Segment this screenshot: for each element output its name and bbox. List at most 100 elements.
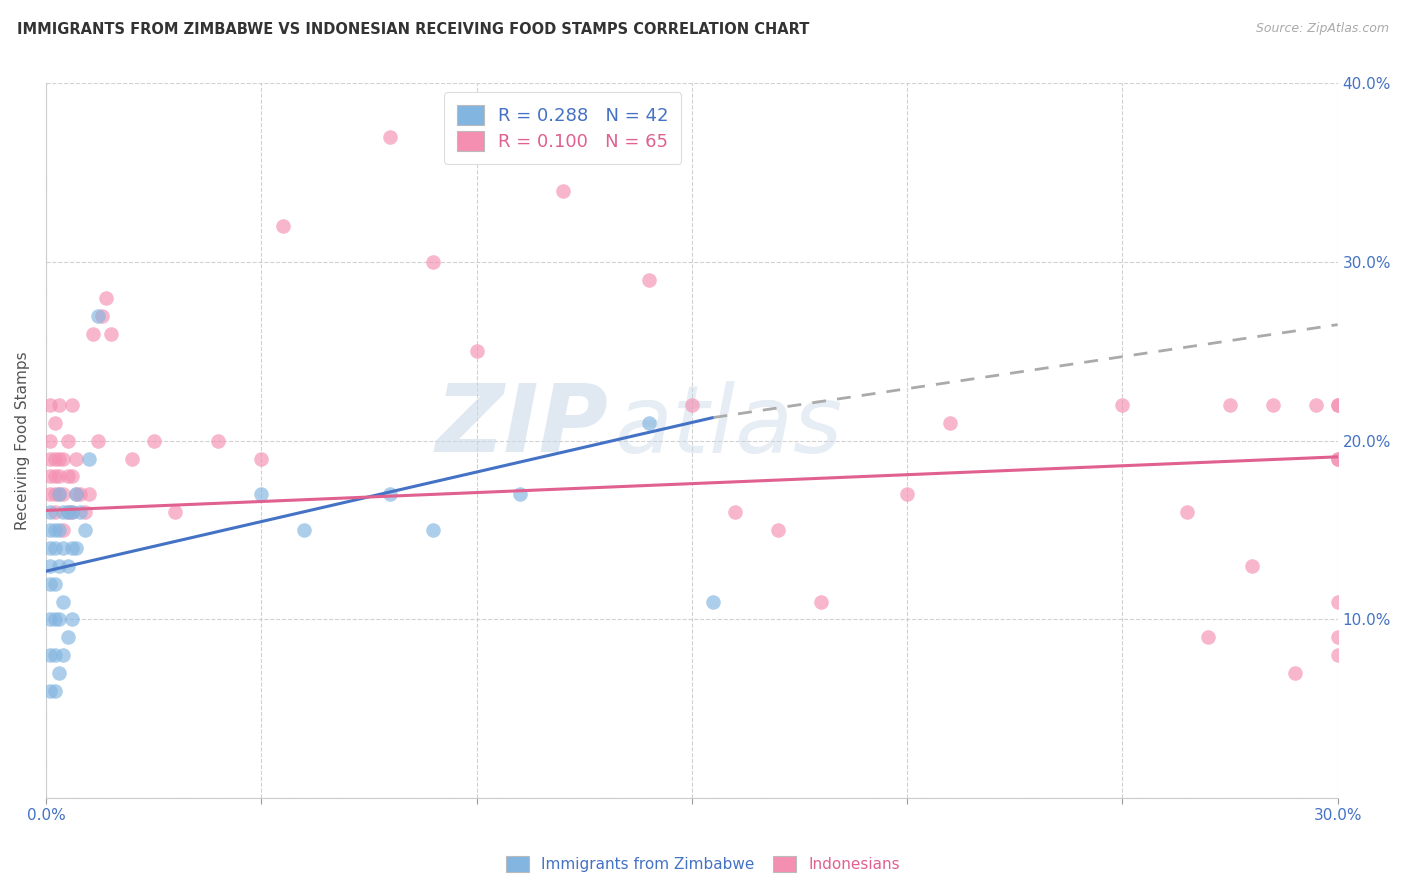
Point [702, 594, 724, 608]
Point [637, 416, 659, 430]
Point [73, 505, 96, 519]
Point [1326, 630, 1348, 644]
Point [39, 505, 62, 519]
Point [422, 255, 444, 269]
Point [48, 665, 70, 680]
Point [1219, 398, 1241, 412]
Point [39, 612, 62, 626]
Point [250, 487, 273, 501]
Point [44, 523, 66, 537]
Point [810, 594, 832, 608]
Point [60, 505, 83, 519]
Point [56, 469, 79, 483]
Text: IMMIGRANTS FROM ZIMBABWE VS INDONESIAN RECEIVING FOOD STAMPS CORRELATION CHART: IMMIGRANTS FROM ZIMBABWE VS INDONESIAN R… [17, 22, 810, 37]
Point [52, 487, 75, 501]
Point [44, 505, 66, 519]
Point [39, 469, 62, 483]
Legend: Immigrants from Zimbabwe, Indonesians: Immigrants from Zimbabwe, Indonesians [499, 848, 907, 880]
Point [121, 451, 143, 466]
Point [65, 541, 87, 555]
Point [52, 523, 75, 537]
Point [86, 434, 108, 448]
Point [44, 416, 66, 430]
Point [39, 487, 62, 501]
Point [77, 487, 100, 501]
Point [91, 309, 114, 323]
Point [48, 451, 70, 466]
Point [165, 505, 187, 519]
Point [44, 648, 66, 662]
Point [422, 523, 444, 537]
Point [44, 487, 66, 501]
Point [69, 505, 91, 519]
Point [509, 487, 531, 501]
Point [681, 398, 703, 412]
Text: ZIP: ZIP [434, 381, 607, 473]
Point [82, 326, 104, 341]
Point [69, 487, 91, 501]
Point [44, 612, 66, 626]
Point [465, 344, 488, 359]
Point [52, 541, 75, 555]
Point [96, 291, 118, 305]
Point [207, 434, 229, 448]
Point [39, 684, 62, 698]
Point [56, 505, 79, 519]
Point [60, 398, 83, 412]
Point [39, 451, 62, 466]
Point [380, 130, 402, 145]
Point [896, 487, 918, 501]
Point [766, 523, 789, 537]
Point [39, 523, 62, 537]
Point [724, 505, 747, 519]
Point [142, 434, 165, 448]
Point [637, 273, 659, 287]
Point [939, 416, 962, 430]
Y-axis label: Receiving Food Stamps: Receiving Food Stamps [15, 351, 30, 530]
Point [86, 309, 108, 323]
Point [65, 487, 87, 501]
Point [77, 451, 100, 466]
Point [1111, 398, 1133, 412]
Point [60, 612, 83, 626]
Point [1284, 665, 1306, 680]
Point [39, 434, 62, 448]
Point [271, 219, 294, 234]
Point [1198, 630, 1220, 644]
Point [65, 451, 87, 466]
Point [52, 594, 75, 608]
Point [1326, 648, 1348, 662]
Text: Source: ZipAtlas.com: Source: ZipAtlas.com [1256, 22, 1389, 36]
Point [1326, 451, 1348, 466]
Point [1240, 558, 1263, 573]
Point [44, 469, 66, 483]
Point [56, 505, 79, 519]
Point [52, 648, 75, 662]
Point [52, 451, 75, 466]
Point [56, 434, 79, 448]
Point [44, 576, 66, 591]
Point [48, 398, 70, 412]
Point [39, 558, 62, 573]
Point [48, 487, 70, 501]
Point [1326, 398, 1348, 412]
Legend: R = 0.288   N = 42, R = 0.100   N = 65: R = 0.288 N = 42, R = 0.100 N = 65 [444, 93, 682, 164]
Point [380, 487, 402, 501]
Point [100, 326, 122, 341]
Text: atlas: atlas [614, 381, 842, 472]
Point [1326, 451, 1348, 466]
Point [56, 630, 79, 644]
Point [250, 451, 273, 466]
Point [44, 451, 66, 466]
Point [44, 684, 66, 698]
Point [1175, 505, 1198, 519]
Point [44, 541, 66, 555]
Point [48, 469, 70, 483]
Point [39, 541, 62, 555]
Point [39, 576, 62, 591]
Point [52, 505, 75, 519]
Point [60, 469, 83, 483]
Point [551, 184, 574, 198]
Point [48, 487, 70, 501]
Point [1305, 398, 1327, 412]
